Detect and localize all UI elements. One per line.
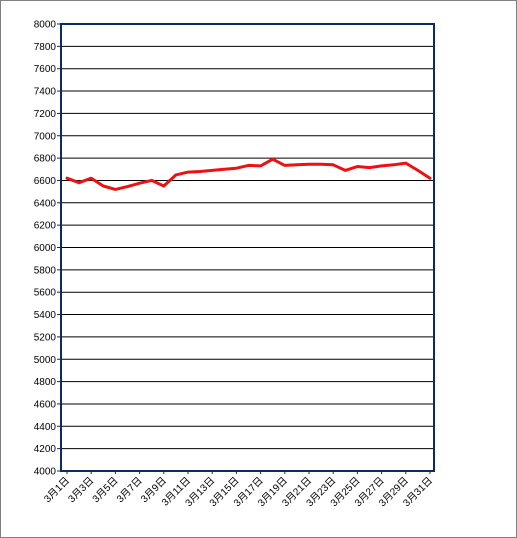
series-line — [65, 157, 432, 191]
x-tick-label: 3月5日 — [90, 475, 120, 505]
x-tick-label: 3月7日 — [114, 475, 144, 505]
y-tick-label: 8000 — [34, 20, 57, 31]
y-tick-label: 7000 — [34, 131, 57, 142]
y-tick-label: 6600 — [34, 176, 57, 187]
y-tick-label: 5400 — [34, 310, 57, 321]
y-tick-label: 6200 — [34, 221, 57, 232]
x-axis-ticks: 3月1日3月3日3月5日3月7日3月9日3月11日3月13日3月15日3月17日… — [42, 471, 435, 509]
y-tick-label: 4600 — [34, 399, 57, 410]
y-tick-label: 5000 — [34, 355, 57, 366]
y-tick-label: 4000 — [34, 467, 57, 478]
y-tick-label: 5800 — [34, 265, 57, 276]
plot-area-border — [60, 23, 435, 472]
gridlines — [61, 23, 434, 472]
y-axis-ticks: 4000 4200 4400 4600 4800 5000 5200 5400 5600 5800… — [34, 20, 61, 478]
y-tick-label: 5200 — [34, 332, 57, 343]
y-tick-label: 4400 — [34, 422, 57, 433]
y-tick-label: 5600 — [34, 288, 57, 299]
y-tick-label: 6400 — [34, 198, 57, 209]
y-tick-label: 7200 — [34, 109, 57, 120]
y-tick-label: 7600 — [34, 64, 57, 75]
y-tick-label: 4800 — [34, 377, 57, 388]
y-tick-label: 4200 — [34, 444, 57, 455]
y-tick-label: 7800 — [34, 42, 57, 53]
series — [65, 157, 432, 191]
x-tick-label: 3月1日 — [42, 475, 72, 505]
y-tick-label: 6000 — [34, 243, 57, 254]
y-tick-label: 7400 — [34, 87, 57, 98]
y-tick-label: 6800 — [34, 154, 57, 165]
x-tick-label: 3月3日 — [66, 475, 96, 505]
